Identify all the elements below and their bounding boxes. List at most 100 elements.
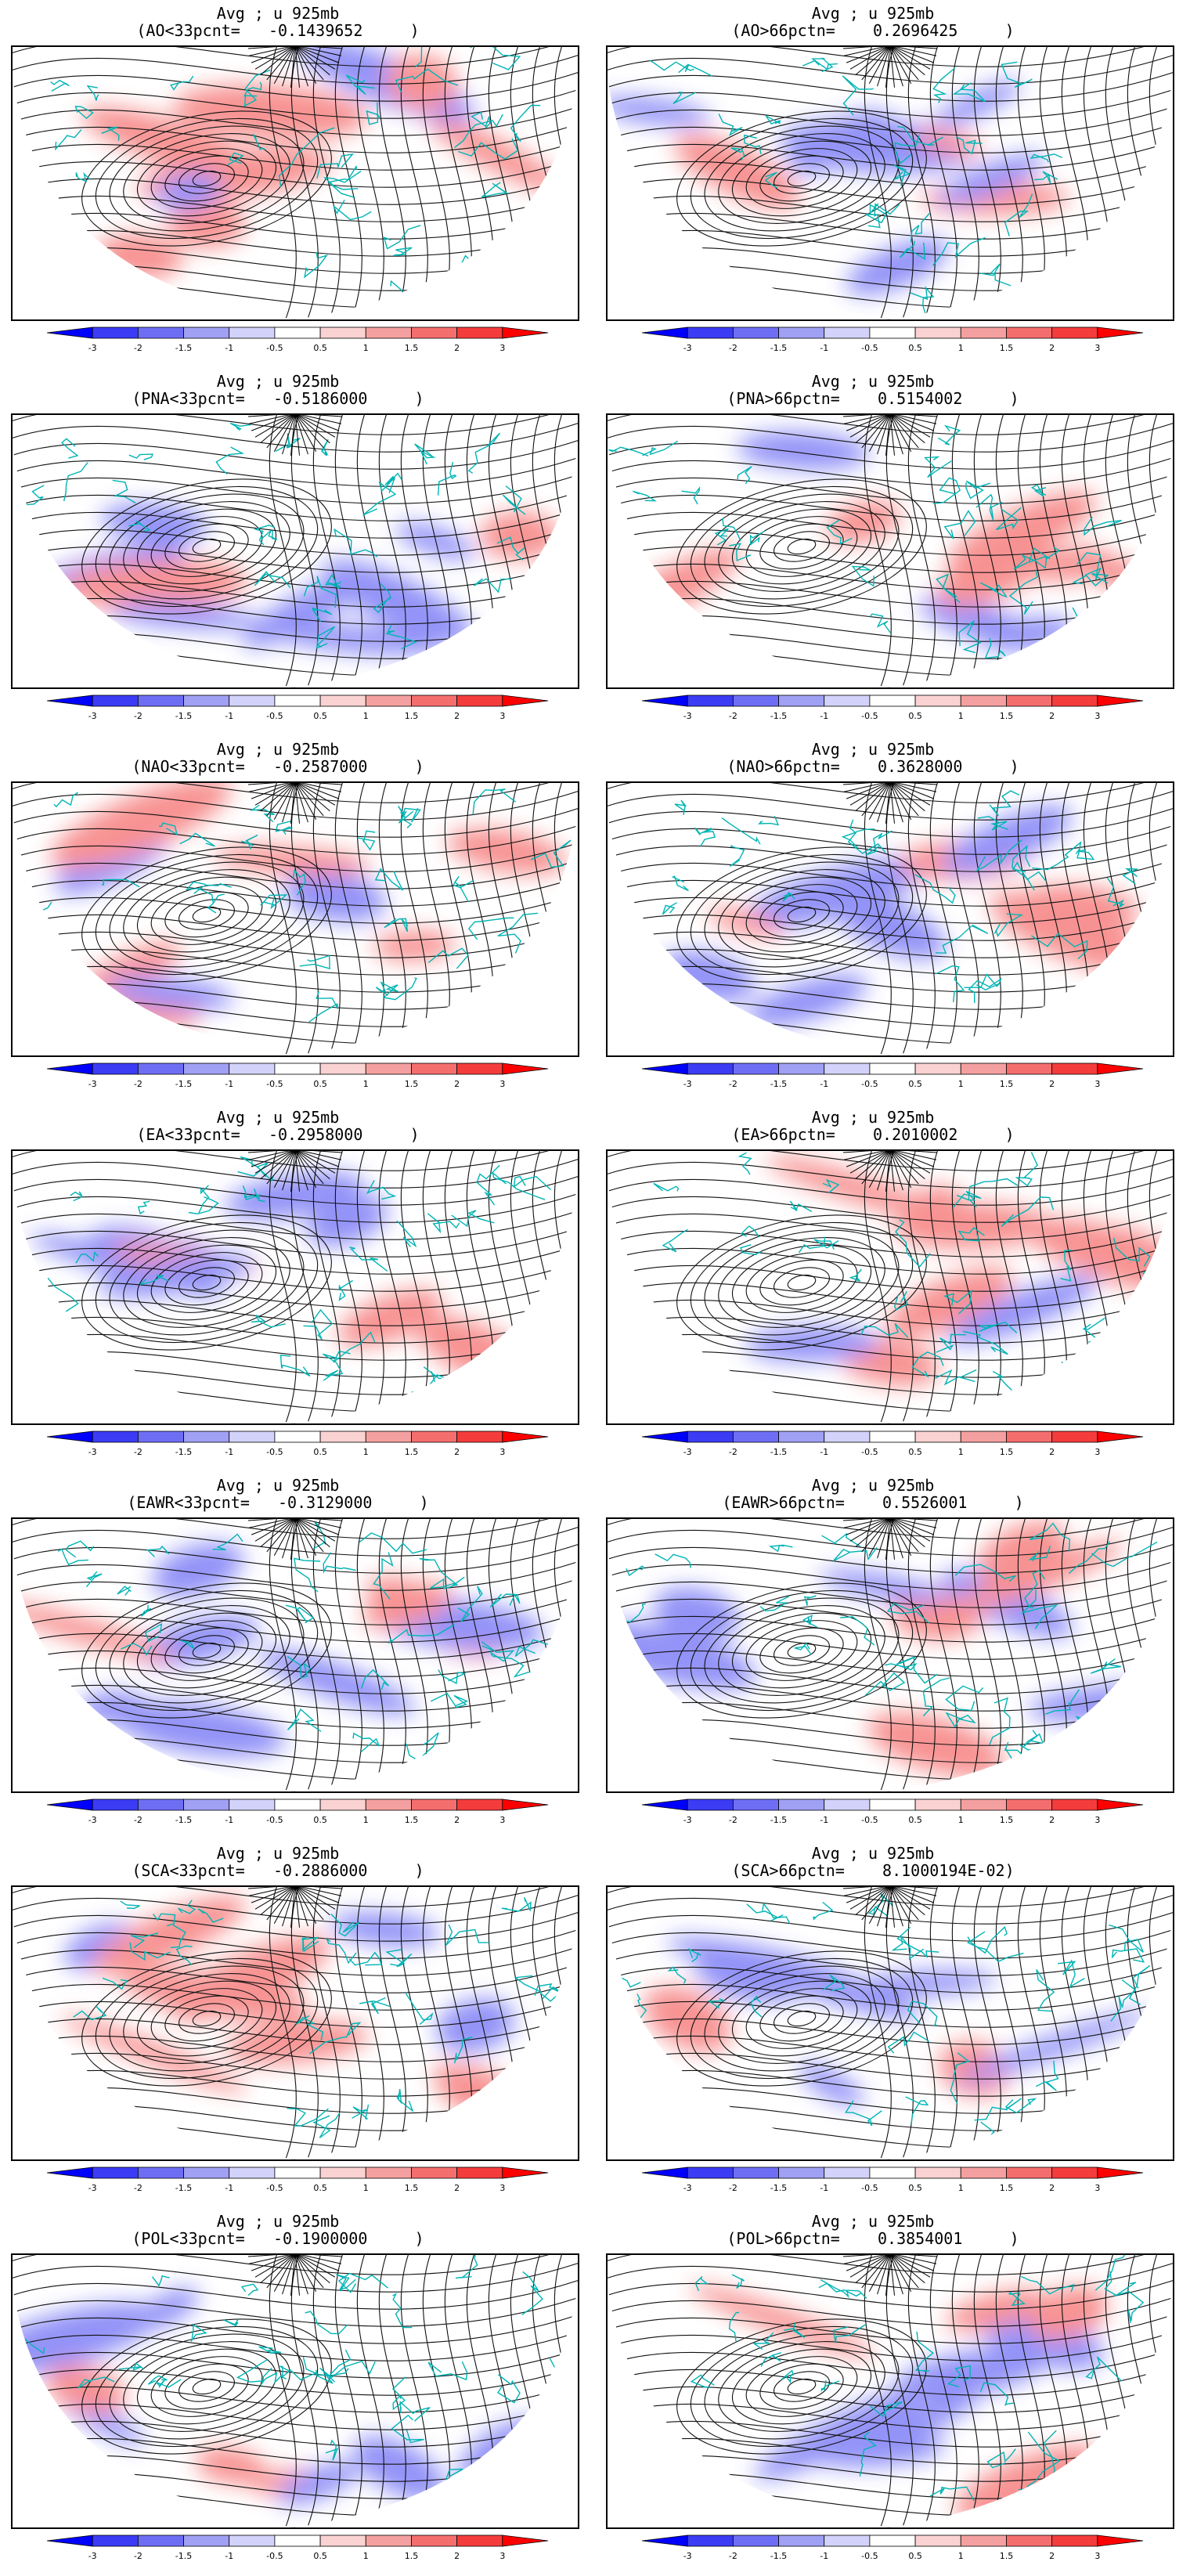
- colorbar-swatch: [687, 1431, 734, 1443]
- colorbar-swatch: [869, 1431, 916, 1443]
- panel-title: Avg ; u 925mb: [216, 372, 340, 391]
- colorbar-swatch: [274, 327, 321, 339]
- colorbar-tick-label: 3: [1094, 711, 1100, 721]
- colorbar-swatch: [365, 1799, 412, 1811]
- colorbar-swatch: [1097, 327, 1144, 339]
- colorbar-swatch: [687, 2535, 734, 2547]
- colorbar-tick-label: 1: [958, 1815, 964, 1825]
- colorbar-tick-label: -0.5: [266, 1447, 283, 1457]
- colorbar-tick-label: -1.5: [770, 2551, 787, 2561]
- panel-subtitle: (EA<33pcnt= -0.2958000 ): [136, 1125, 420, 1144]
- colorbar-tick-label: -1.5: [175, 343, 192, 353]
- colorbar-swatch: [411, 327, 458, 339]
- streamline-map: [11, 2253, 579, 2529]
- colorbar-swatch: [502, 1799, 549, 1811]
- streamline-map: [11, 45, 579, 321]
- colorbar-swatch: [229, 695, 276, 707]
- panel-subtitle: (NAO<33pcnt= -0.2587000 ): [132, 757, 424, 776]
- streamline-map: [606, 413, 1174, 689]
- colorbar-tick-label: 0.5: [313, 2183, 327, 2193]
- panel-title: Avg ; u 925mb: [216, 740, 340, 759]
- colorbar-tick-label: 1: [363, 2183, 369, 2193]
- colorbar-swatch: [914, 1799, 961, 1811]
- colorbar-tick-label: -1: [820, 1079, 828, 1089]
- colorbar-tick-label: 1: [958, 711, 964, 721]
- colorbar-tick-label: -1: [225, 2551, 233, 2561]
- colorbar-tick-label: 1: [363, 1447, 369, 1457]
- colorbar-tick-label: -1.5: [770, 1079, 787, 1089]
- colorbar-tick-label: 0.5: [908, 343, 922, 353]
- colorbar-swatch: [1051, 2535, 1098, 2547]
- panel-title: Avg ; u 925mb: [811, 1108, 935, 1127]
- colorbar-tick-label: 1: [363, 711, 369, 721]
- streamline-map: [11, 413, 579, 689]
- colorbar-swatch: [732, 2535, 779, 2547]
- streamline-map: [606, 45, 1174, 321]
- colorbar-tick-label: -3: [88, 1079, 97, 1089]
- colorbar-tick-label: 2: [454, 1447, 460, 1457]
- colorbar-swatch: [274, 1063, 321, 1075]
- colorbar-tick-label: -0.5: [266, 2551, 283, 2561]
- streamline-map: [606, 1885, 1174, 2161]
- colorbar-tick-label: 1.5: [405, 1815, 419, 1825]
- colorbar-tick-label: 1: [958, 343, 964, 353]
- colorbar-swatch: [137, 327, 184, 339]
- colorbar-tick-label: -1.5: [770, 1815, 787, 1825]
- colorbar-swatch: [456, 1799, 503, 1811]
- colorbar-swatch: [732, 327, 779, 339]
- colorbar-tick-label: 2: [1049, 1447, 1055, 1457]
- colorbar-tick-label: 3: [1094, 1447, 1100, 1457]
- colorbar-tick-label: -1.5: [175, 1815, 192, 1825]
- colorbar-tick-label: 1: [363, 1079, 369, 1089]
- colorbar-swatch: [1051, 327, 1098, 339]
- colorbar-swatch: [502, 327, 549, 339]
- colorbar-tick-label: 3: [499, 1079, 505, 1089]
- colorbar-swatch: [778, 1063, 825, 1075]
- colorbar-swatch: [502, 695, 549, 707]
- colorbar-swatch: [687, 2167, 734, 2179]
- colorbar-tick-label: -2: [134, 343, 142, 353]
- colorbar-tick-label: -3: [88, 2183, 97, 2193]
- colorbar: -3 -2 -1.5 -1 -0.5 0.5 1 1.5 2 3: [46, 1431, 549, 1457]
- colorbar-tick-label: -0.5: [266, 711, 283, 721]
- colorbar-swatch: [319, 1799, 366, 1811]
- streamline-map: [11, 1885, 579, 2161]
- colorbar-swatch: [183, 2535, 230, 2547]
- colorbar-swatch: [502, 1431, 549, 1443]
- colorbar-tick-label: -1.5: [770, 343, 787, 353]
- colorbar-swatch: [46, 2167, 93, 2179]
- panel-title: Avg ; u 925mb: [216, 1844, 340, 1863]
- panel-title: Avg ; u 925mb: [811, 740, 935, 759]
- colorbar-tick-label: 1.5: [1000, 711, 1014, 721]
- colorbar-tick-label: -3: [88, 2551, 97, 2561]
- colorbar-swatch: [274, 2535, 321, 2547]
- colorbar: -3 -2 -1.5 -1 -0.5 0.5 1 1.5 2 3: [46, 1063, 549, 1089]
- colorbar-tick-label: -3: [683, 2183, 692, 2193]
- colorbar-tick-label: 3: [499, 343, 505, 353]
- panel-subtitle: (EA>66pctn= 0.2010002 ): [731, 1125, 1015, 1144]
- colorbar-swatch: [137, 695, 184, 707]
- colorbar-tick-label: -0.5: [266, 1079, 283, 1089]
- colorbar-swatch: [137, 1063, 184, 1075]
- colorbar-swatch: [411, 1799, 458, 1811]
- colorbar-tick-label: -3: [88, 1447, 97, 1457]
- colorbar-tick-label: 0.5: [908, 2183, 922, 2193]
- colorbar-tick-label: 0.5: [908, 1079, 922, 1089]
- colorbar-tick-label: 0.5: [313, 343, 327, 353]
- colorbar-swatch: [411, 695, 458, 707]
- colorbar-swatch: [319, 1431, 366, 1443]
- colorbar-swatch: [778, 1431, 825, 1443]
- colorbar-swatch: [456, 327, 503, 339]
- colorbar-tick-label: 0.5: [313, 711, 327, 721]
- colorbar-swatch: [824, 1431, 871, 1443]
- colorbar-swatch: [778, 1799, 825, 1811]
- colorbar-swatch: [778, 327, 825, 339]
- colorbar-swatch: [687, 1799, 734, 1811]
- colorbar-tick-label: 0.5: [908, 711, 922, 721]
- map-panel: Avg ; u 925mb (POL>66pctn= 0.3854001 ) -3-…: [595, 2208, 1174, 2576]
- colorbar-tick-label: 3: [1094, 2183, 1100, 2193]
- colorbar-swatch: [46, 327, 93, 339]
- colorbar-tick-label: -1: [225, 2183, 233, 2193]
- colorbar-tick-label: 3: [499, 2183, 505, 2193]
